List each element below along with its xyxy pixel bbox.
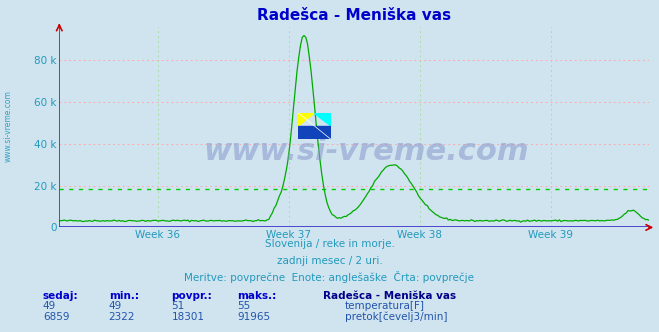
Text: 2322: 2322 (109, 312, 135, 322)
Text: sedaj:: sedaj: (43, 291, 78, 301)
Bar (298, 126, 331, 139)
Text: 91965: 91965 (237, 312, 270, 322)
Text: povpr.:: povpr.: (171, 291, 212, 301)
Text: min.:: min.: (109, 291, 139, 301)
Text: zadnji mesec / 2 uri.: zadnji mesec / 2 uri. (277, 256, 382, 266)
Text: Radešca - Meniška vas: Radešca - Meniška vas (323, 291, 456, 301)
Text: maks.:: maks.: (237, 291, 277, 301)
Text: 49: 49 (43, 301, 56, 311)
Text: Meritve: povprečne  Enote: anglešaške  Črta: povprečje: Meritve: povprečne Enote: anglešaške Črt… (185, 271, 474, 283)
Text: temperatura[F]: temperatura[F] (345, 301, 424, 311)
Text: www.si-vreme.com: www.si-vreme.com (203, 136, 529, 166)
Polygon shape (298, 113, 314, 126)
Text: 18301: 18301 (171, 312, 204, 322)
Text: 51: 51 (171, 301, 185, 311)
Text: www.si-vreme.com: www.si-vreme.com (3, 90, 13, 162)
Text: 49: 49 (109, 301, 122, 311)
Text: pretok[čevelj3/min]: pretok[čevelj3/min] (345, 312, 447, 322)
Text: 55: 55 (237, 301, 250, 311)
Title: Radešca - Meniška vas: Radešca - Meniška vas (257, 8, 451, 23)
Text: Slovenija / reke in morje.: Slovenija / reke in morje. (264, 239, 395, 249)
Text: 6859: 6859 (43, 312, 69, 322)
Polygon shape (314, 113, 331, 126)
